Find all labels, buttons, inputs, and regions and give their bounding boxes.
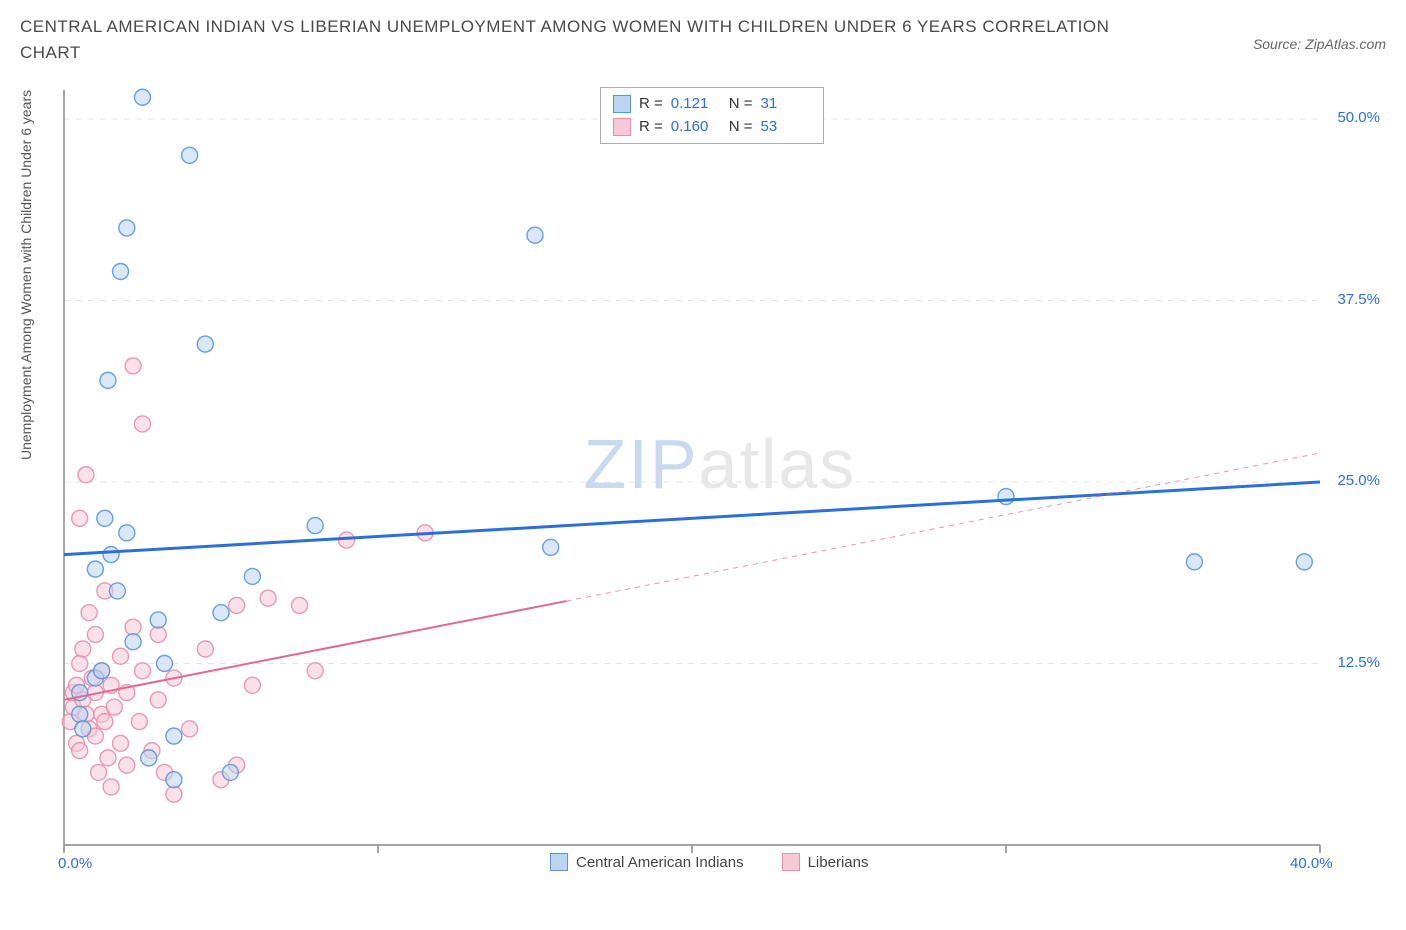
data-point [141,750,157,766]
data-point [182,147,198,163]
legend-label: Central American Indians [576,854,744,871]
data-point [72,743,88,759]
data-point [103,779,119,795]
legend-swatch [782,853,800,871]
y-tick-label: 37.5% [1337,291,1380,308]
data-point [135,663,151,679]
data-point [131,714,147,730]
data-point [113,735,129,751]
correlation-legend: R = 0.121 N = 31 R = 0.160 N = 53 [600,87,824,144]
data-point [1296,554,1312,570]
data-point [222,764,238,780]
data-point [78,467,94,483]
data-point [244,677,260,693]
r-value: 0.121 [671,93,721,116]
r-label: R = [639,93,663,116]
data-point [81,605,97,621]
data-point [119,220,135,236]
data-point [109,583,125,599]
n-label: N = [729,116,753,139]
n-label: N = [729,93,753,116]
y-tick-label: 50.0% [1337,109,1380,126]
data-point [106,699,122,715]
data-point [87,626,103,642]
data-point [125,619,141,635]
r-label: R = [639,116,663,139]
data-point [113,263,129,279]
data-point [119,757,135,773]
scatter-plot [60,85,1380,875]
data-point [150,692,166,708]
chart-area: ZIPatlas R =0.121N =31R =0.160N =53 Cent… [60,85,1380,875]
data-point [307,518,323,534]
x-tick-label: 0.0% [58,855,92,872]
legend-item: Central American Indians [550,853,744,871]
source-credit: Source: ZipAtlas.com [1253,36,1386,52]
trend-line [64,482,1320,555]
data-point [103,547,119,563]
data-point [292,597,308,613]
x-tick-label: 40.0% [1290,855,1333,872]
legend-swatch [613,95,631,113]
series-legend: Central American Indians Liberians [550,853,868,871]
n-value: 31 [761,93,811,116]
data-point [156,656,172,672]
data-point [100,372,116,388]
data-point [75,641,91,657]
data-point [197,336,213,352]
r-value: 0.160 [671,116,721,139]
data-point [125,634,141,650]
trend-line [64,601,566,700]
data-point [182,721,198,737]
y-axis-label: Unemployment Among Women with Children U… [18,90,34,460]
data-point [72,706,88,722]
data-point [135,416,151,432]
data-point [75,721,91,737]
data-point [260,590,276,606]
data-point [100,750,116,766]
data-point [150,626,166,642]
legend-swatch [613,118,631,136]
data-point [527,227,543,243]
data-point [166,772,182,788]
data-point [166,728,182,744]
legend-label: Liberians [808,854,869,871]
data-point [543,539,559,555]
data-point [97,510,113,526]
legend-swatch [550,853,568,871]
data-point [307,663,323,679]
data-point [72,510,88,526]
n-value: 53 [761,116,811,139]
data-point [135,89,151,105]
correlation-row: R = 0.160 N = 53 [613,116,811,139]
legend-item: Liberians [782,853,869,871]
data-point [244,568,260,584]
data-point [197,641,213,657]
data-point [87,561,103,577]
data-point [94,663,110,679]
chart-title: CENTRAL AMERICAN INDIAN VS LIBERIAN UNEM… [20,14,1120,65]
trend-line-extrapolated [566,453,1320,601]
correlation-row: R = 0.121 N = 31 [613,93,811,116]
data-point [1186,554,1202,570]
data-point [91,764,107,780]
y-tick-label: 25.0% [1337,472,1380,489]
y-tick-label: 12.5% [1337,654,1380,671]
data-point [213,605,229,621]
data-point [998,489,1014,505]
data-point [97,714,113,730]
data-point [119,525,135,541]
data-point [166,786,182,802]
data-point [150,612,166,628]
data-point [72,656,88,672]
data-point [125,358,141,374]
data-point [113,648,129,664]
data-point [229,597,245,613]
